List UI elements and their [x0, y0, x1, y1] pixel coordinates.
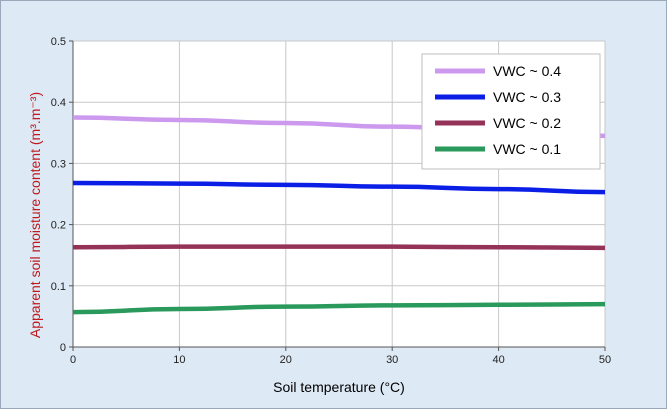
x-tick-label: 40 [492, 354, 504, 366]
legend-label: VWC ~ 0.3 [493, 89, 561, 105]
legend-label: VWC ~ 0.4 [493, 63, 561, 79]
y-tick-label: 0.3 [51, 158, 66, 170]
series-line [72, 180, 606, 195]
y-tick-label: 0.2 [51, 220, 66, 232]
grid [73, 40, 606, 347]
x-axis-title: Soil temperature (°C) [273, 379, 405, 395]
y-tick-label: 0.1 [51, 281, 66, 293]
x-tick-label: 20 [280, 354, 292, 366]
legend: VWC ~ 0.4 VWC ~ 0.3 VWC ~ 0.2 VWC ~ 0.1 [421, 53, 601, 170]
series-line [72, 301, 606, 315]
x-tick-label: 10 [173, 354, 185, 366]
series-line [72, 244, 606, 251]
y-axis-title: Apparent soil moisture content (m³.m⁻³) [27, 92, 43, 338]
legend-label: VWC ~ 0.2 [493, 115, 561, 131]
y-tick-labels: 0 0.1 0.2 0.3 0.4 0.5 [51, 36, 66, 354]
x-tick-labels: 0 10 20 30 40 50 [70, 354, 611, 366]
x-tick-label: 50 [599, 354, 611, 366]
axes [69, 40, 606, 351]
legend-label: VWC ~ 0.1 [493, 141, 561, 157]
y-tick-label: 0.4 [51, 97, 66, 109]
x-tick-label: 0 [70, 354, 76, 366]
x-tick-label: 30 [386, 354, 398, 366]
y-tick-label: 0.5 [51, 36, 66, 48]
y-tick-label: 0 [60, 342, 66, 354]
series-lines [72, 115, 606, 315]
